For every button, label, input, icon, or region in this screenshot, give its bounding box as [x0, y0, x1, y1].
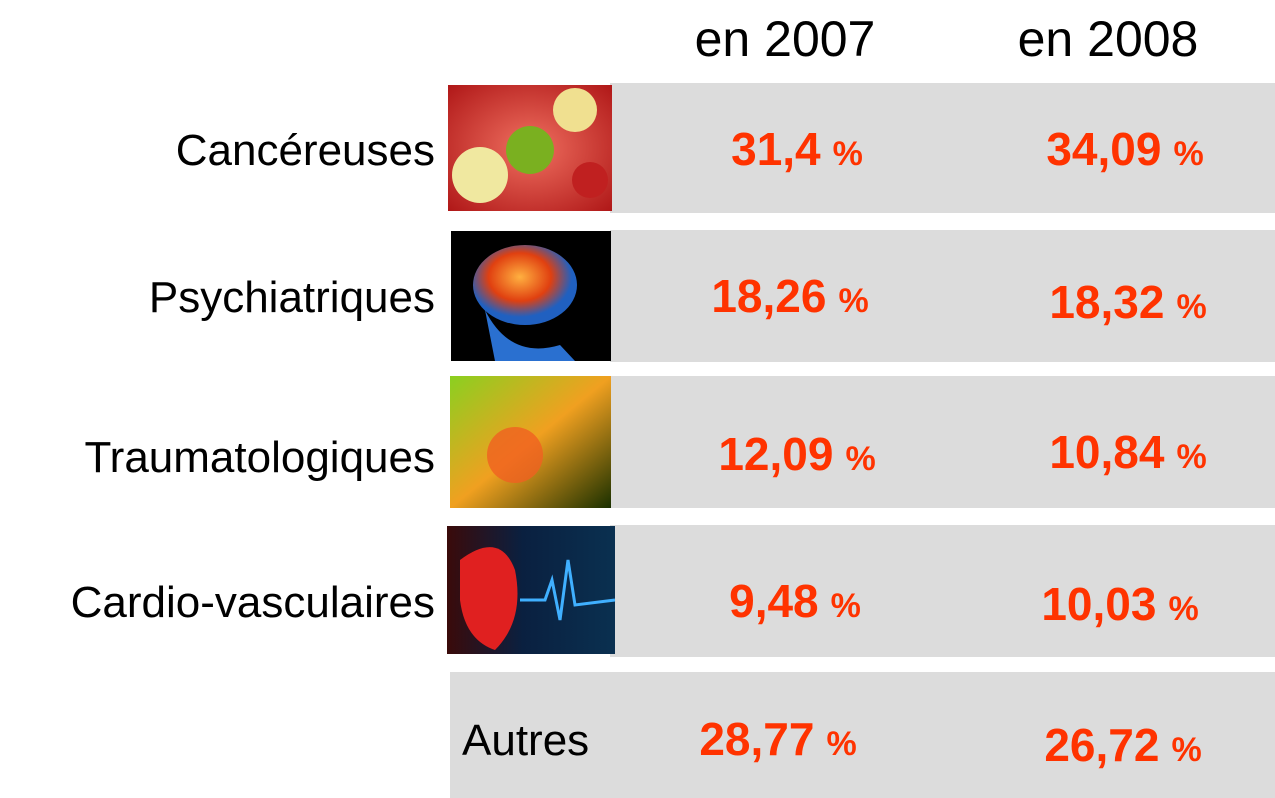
value-unit: % — [1176, 438, 1206, 476]
value-unit: % — [831, 587, 861, 625]
row-band — [610, 230, 1275, 362]
value-number: 34,09 — [1046, 123, 1161, 175]
value-number: 10,84 — [1049, 426, 1165, 478]
row-label: Autres — [462, 716, 589, 765]
value-unit: % — [838, 282, 868, 320]
image-heart — [447, 526, 615, 654]
row-label: Cardio-vasculaires — [71, 578, 435, 627]
value-unit: % — [1168, 590, 1198, 628]
value-number: 28,77 — [699, 713, 814, 765]
value-unit: % — [826, 725, 856, 763]
row-label: Traumatologiques — [84, 433, 435, 482]
value-unit: % — [833, 135, 863, 173]
value-unit: % — [1173, 135, 1203, 173]
page: {"header": {"columns": ["en 2007", "en 2… — [0, 0, 1275, 798]
value-unit: % — [845, 440, 875, 478]
value-number: 10,03 — [1041, 578, 1156, 630]
value-unit: % — [1171, 731, 1201, 769]
slide: en 2007 en 2008 Cancéreuses 31,4% 34,09% Psyc… — [0, 0, 1275, 798]
column-header: en 2007 — [695, 11, 876, 67]
row-label: Cancéreuses — [176, 126, 435, 175]
image-shoulder — [450, 376, 611, 508]
image-brain — [451, 231, 611, 361]
row-band — [610, 376, 1275, 508]
column-header: en 2008 — [1018, 11, 1199, 67]
value-number: 9,48 — [729, 575, 819, 627]
value-number: 12,09 — [718, 428, 833, 480]
value-number: 18,26 — [711, 270, 826, 322]
value-number: 31,4 — [731, 123, 821, 175]
value-number: 26,72 — [1044, 719, 1159, 771]
value-number: 18,32 — [1049, 276, 1164, 328]
row-label: Psychiatriques — [149, 273, 435, 322]
value-unit: % — [1176, 288, 1206, 326]
image-cancer — [448, 85, 612, 211]
